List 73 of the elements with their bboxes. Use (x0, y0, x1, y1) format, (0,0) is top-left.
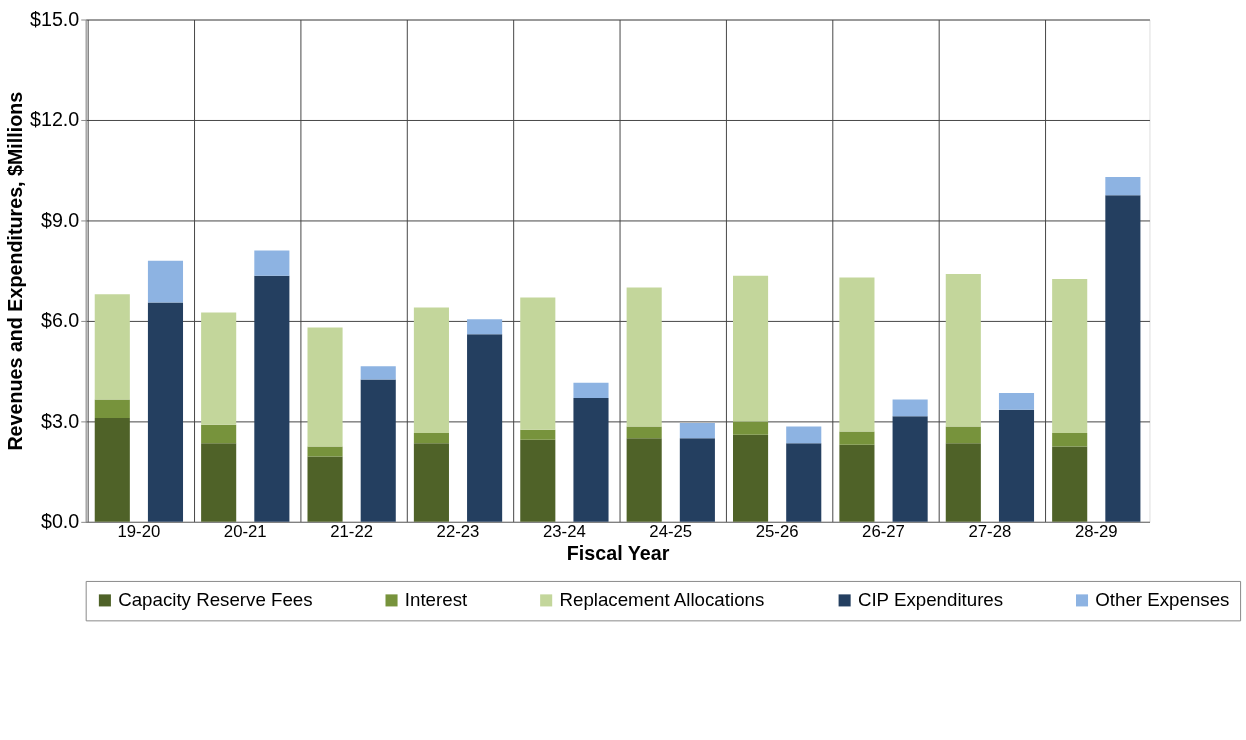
bar (1105, 195, 1141, 522)
bar (839, 444, 875, 522)
bar (733, 275, 769, 422)
bar (892, 399, 928, 417)
legend-label: Interest (404, 589, 468, 611)
bar (520, 429, 556, 440)
bar (413, 433, 449, 444)
bar (892, 416, 928, 522)
bar (573, 397, 609, 522)
x-tick-label: 28-29 (1074, 522, 1118, 542)
bar (307, 327, 343, 447)
bar (786, 426, 822, 444)
bar (626, 438, 662, 522)
legend-label: Other Expenses (1095, 589, 1230, 611)
bar (786, 443, 822, 522)
bar (360, 379, 396, 522)
bar (520, 297, 556, 430)
bar (467, 319, 503, 335)
bar (679, 423, 715, 439)
y-axis-title: Revenues and Expenditures, $Millions (4, 91, 27, 451)
bar (839, 431, 875, 445)
bar (413, 443, 449, 522)
bar (520, 439, 556, 522)
y-tick-label: $3.0 (40, 409, 80, 432)
bar (254, 250, 290, 276)
bar (201, 312, 237, 425)
bar (147, 302, 184, 522)
x-tick-label: 26-27 (862, 522, 905, 542)
bar (147, 260, 184, 303)
bar (573, 382, 609, 398)
y-tick-label: $0.0 (40, 510, 80, 533)
bar (94, 399, 130, 419)
x-tick-label: 25-26 (755, 522, 799, 542)
bar (945, 426, 981, 444)
bar (1052, 446, 1088, 522)
bar (307, 446, 343, 457)
bar (1052, 433, 1088, 447)
x-tick-label: 20-21 (223, 522, 267, 542)
x-tick-label: 19-20 (117, 522, 161, 542)
bar (467, 334, 503, 522)
bar (626, 287, 662, 427)
bar (945, 274, 981, 427)
bar (1052, 279, 1088, 434)
x-axis-title: Fiscal Year (566, 541, 670, 564)
bar (201, 424, 237, 444)
bar (307, 456, 343, 522)
bar (733, 421, 769, 435)
legend-label: CIP Expenditures (857, 589, 1004, 611)
bar (679, 438, 715, 522)
legend-label: Capacity Reserve Fees (118, 589, 313, 611)
bar (733, 434, 769, 522)
bar (94, 294, 130, 400)
x-tick-label: 27-28 (968, 522, 1012, 542)
bar (945, 443, 981, 522)
bar (839, 277, 875, 432)
y-tick-label: $12.0 (30, 108, 80, 131)
bar (998, 392, 1035, 410)
y-tick-label: $15.0 (30, 7, 80, 30)
bar (998, 409, 1035, 522)
bar (254, 275, 290, 522)
legend-label: Replacement Allocations (559, 589, 765, 611)
bar (360, 366, 396, 380)
bar (94, 418, 130, 522)
bar (626, 426, 662, 439)
x-tick-label: 22-23 (436, 522, 480, 542)
bar (413, 307, 449, 434)
bar (201, 443, 237, 522)
x-tick-label: 24-25 (649, 522, 693, 542)
y-tick-label: $6.0 (40, 309, 80, 332)
bar (1105, 176, 1141, 196)
x-tick-label: 21-22 (330, 522, 374, 542)
y-tick-label: $9.0 (40, 208, 80, 231)
x-tick-label: 23-24 (542, 522, 586, 542)
